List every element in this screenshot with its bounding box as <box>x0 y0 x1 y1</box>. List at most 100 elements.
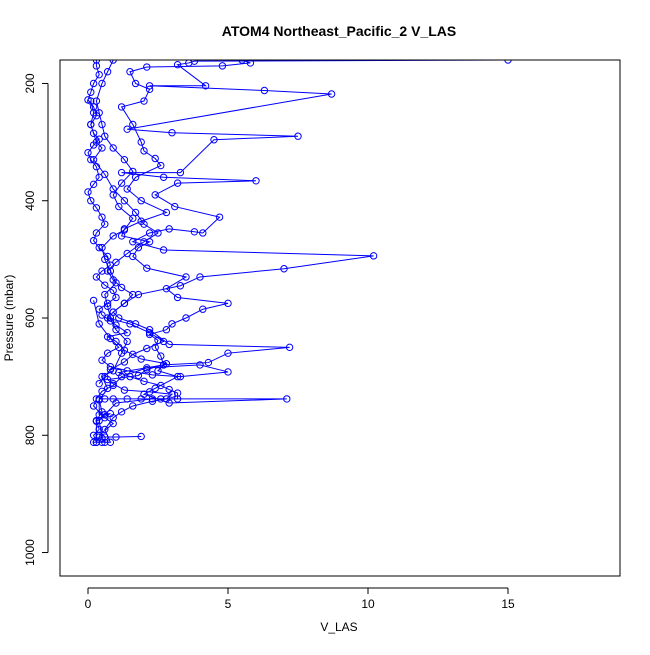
series-2-point <box>199 229 207 237</box>
y-tick-label: 200 <box>23 73 37 93</box>
series-3-point <box>151 154 159 163</box>
series-2-point <box>252 177 260 185</box>
series-3-point <box>173 293 182 302</box>
series-5-point <box>95 431 103 439</box>
series-6-point <box>126 320 134 328</box>
series-2-point <box>176 168 185 177</box>
series-3-point <box>157 381 165 390</box>
series-4-point <box>98 267 106 275</box>
series-3-point <box>162 284 171 293</box>
series-3-point <box>131 79 140 88</box>
series-2-point <box>176 282 185 290</box>
series-3-point <box>123 395 131 403</box>
series-4-point <box>120 346 129 354</box>
series-4-point <box>101 281 109 289</box>
series-4-point <box>89 180 98 189</box>
series-2-point <box>123 125 131 133</box>
series-3-point <box>140 377 148 386</box>
series-2-point <box>285 343 294 352</box>
series-3-point <box>140 97 148 105</box>
series-6-point <box>120 197 129 205</box>
series-5-point <box>103 349 112 357</box>
series-5-point <box>89 296 98 305</box>
y-axis-label: Pressure (mbar) <box>2 275 16 362</box>
series-2-point <box>196 273 204 281</box>
series-4-line <box>87 60 174 443</box>
series-2-point <box>280 265 288 273</box>
series-6-point <box>103 267 112 275</box>
series-6-point <box>103 314 112 322</box>
series-6-point <box>109 185 117 193</box>
series-5-point <box>98 356 106 364</box>
series-3-point <box>109 395 117 403</box>
series-3-point <box>199 305 207 313</box>
series-4-point <box>89 103 98 111</box>
series-4-point <box>123 328 131 337</box>
series-3-point <box>137 138 145 146</box>
series-6-point <box>112 258 120 266</box>
series-4-point <box>95 70 103 79</box>
series-2-point <box>95 416 103 425</box>
series-2-point <box>210 136 218 144</box>
series-5-point <box>224 368 232 376</box>
series-4-point <box>89 236 98 245</box>
series-4-point <box>148 397 157 405</box>
series-2-point <box>294 132 302 140</box>
series-3-point <box>143 264 151 272</box>
series-4-point <box>137 355 145 363</box>
series-2-point <box>168 129 176 137</box>
series-3-point <box>224 299 232 308</box>
series-4-point <box>168 390 176 398</box>
series-3-point <box>117 103 126 111</box>
y-axis: 200 400 600 800 1000 <box>23 73 49 566</box>
series-6-point <box>89 109 98 117</box>
series-2-point <box>190 228 199 236</box>
series-1-point <box>117 179 126 187</box>
series-2-point <box>159 173 168 181</box>
series-1-point <box>109 144 117 152</box>
series-6-point <box>120 358 129 366</box>
series-6-point <box>129 350 137 359</box>
series-2-point <box>260 86 269 95</box>
series-3-point <box>137 432 145 441</box>
series-4-point <box>92 60 101 64</box>
series-2-point <box>201 82 210 90</box>
series-3-point <box>238 60 246 64</box>
series-4-point <box>117 408 126 416</box>
plot-frame <box>59 59 621 577</box>
series-6-point <box>140 220 148 228</box>
series-5-point <box>176 372 185 381</box>
series-6-point <box>87 97 95 105</box>
series-3-line <box>95 60 251 443</box>
y-tick-label: 400 <box>23 190 37 210</box>
series-6-point <box>106 365 115 374</box>
series-2-point <box>165 225 173 233</box>
series-5-point <box>109 381 117 390</box>
series-5-point <box>106 334 115 343</box>
series-1-point <box>123 337 131 346</box>
series-4-point <box>87 197 95 205</box>
series-1-point <box>92 97 101 105</box>
series-2-point <box>173 179 182 187</box>
series-2-point <box>190 60 199 65</box>
series-6-point <box>87 120 95 129</box>
x-tick-label: 5 <box>225 597 232 611</box>
series-2-point <box>134 290 143 299</box>
series-2-point <box>131 320 140 328</box>
series-1-point <box>115 202 123 211</box>
series-4-point <box>101 220 109 228</box>
series-4-point <box>95 243 103 252</box>
series-6-point <box>131 208 140 217</box>
series-4-point <box>101 425 109 434</box>
y-tick-label: 800 <box>23 425 37 445</box>
series-5-point <box>115 343 123 352</box>
series-2-point <box>117 168 126 177</box>
series-3-point <box>123 185 131 193</box>
series-5-point <box>117 372 126 381</box>
series-3-point <box>143 63 151 71</box>
series-2-point <box>369 252 378 260</box>
series-2-point <box>173 60 182 69</box>
series-4-point <box>112 293 120 302</box>
series-3-point <box>117 232 126 240</box>
series-2-point <box>159 246 168 254</box>
